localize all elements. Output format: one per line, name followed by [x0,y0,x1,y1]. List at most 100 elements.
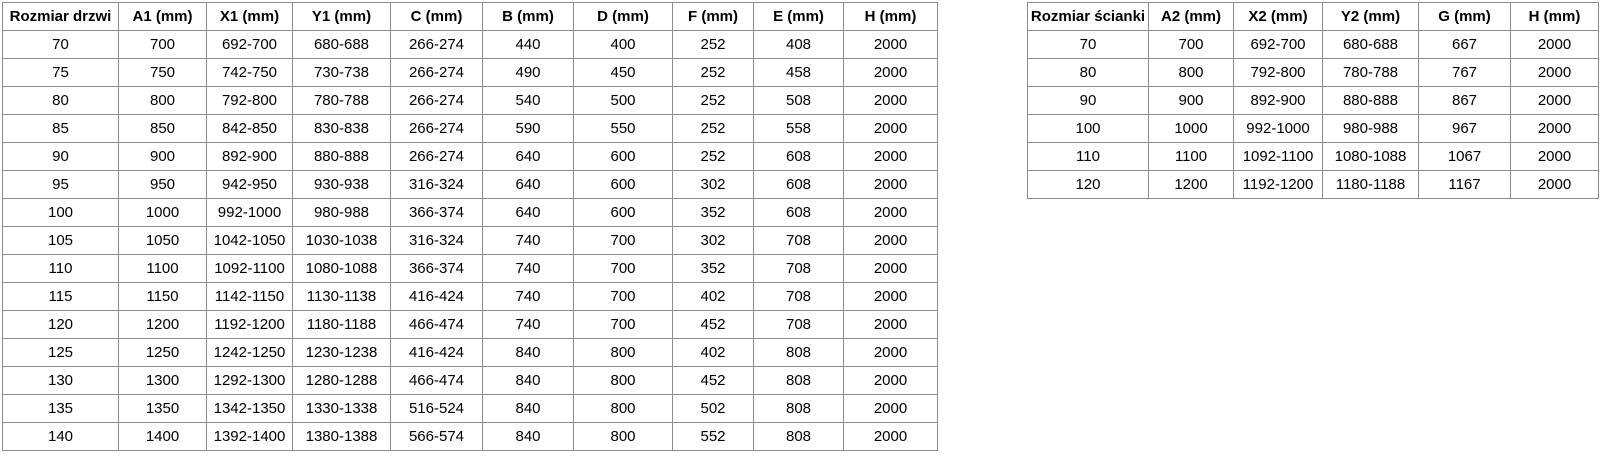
table-cell: 100 [1027,114,1149,143]
table-cell: 2000 [843,142,938,171]
table-cell: 1242-1250 [206,338,293,367]
header-row: Rozmiar ścianki A2 (mm) X2 (mm) Y2 (mm) G (m… [1027,2,1599,31]
table-cell: 552 [672,422,754,451]
table-cell: 900 [1148,86,1234,115]
table-cell: 85 [2,114,119,143]
table-cell: 1350 [118,394,207,423]
table-cell: 740 [482,282,574,311]
table-cell: 608 [753,142,844,171]
table-cell: 70 [2,30,119,59]
table-row: 100 1000 992-1000 980-988 366-374 640 600 352 60… [2,198,938,227]
table-cell: 1080-1088 [1322,142,1419,171]
table-row: 85 850 842-850 830-838 266-274 590 550 252 558 20… [2,114,938,143]
table-cell: 830-838 [292,114,391,143]
door-dimensions-table: Rozmiar drzwi A1 (mm) X1 (mm) Y1 (mm) C (mm)… [2,2,938,451]
table-cell: 1280-1288 [292,366,391,395]
table-cell: 640 [482,198,574,227]
table-cell: 566-574 [390,422,483,451]
column-header: C (mm) [390,2,483,31]
table-row: 90 900 892-900 880-888 867 2000 [1027,86,1599,115]
column-header: Y1 (mm) [292,2,391,31]
table-cell: 708 [753,254,844,283]
table-cell: 2000 [843,422,938,451]
table-cell: 2000 [1510,142,1599,171]
table-cell: 1230-1238 [292,338,391,367]
column-header: E (mm) [753,2,844,31]
table-cell: 792-800 [1233,58,1323,87]
column-header: D (mm) [573,2,673,31]
table-cell: 2000 [1510,86,1599,115]
table-cell: 700 [1148,30,1234,59]
table-cell: 692-700 [206,30,293,59]
table-cell: 942-950 [206,170,293,199]
column-header: F (mm) [672,2,754,31]
table-cell: 452 [672,310,754,339]
table-cell: 1042-1050 [206,226,293,255]
table-cell: 100 [2,198,119,227]
table-cell: 867 [1418,86,1511,115]
table-cell: 2000 [843,282,938,311]
table-cell: 500 [573,86,673,115]
table-cell: 1380-1388 [292,422,391,451]
column-header: A1 (mm) [118,2,207,31]
table-cell: 640 [482,170,574,199]
table-cell: 80 [2,86,119,115]
table-cell: 2000 [843,366,938,395]
table-cell: 840 [482,422,574,451]
table-cell: 266-274 [390,114,483,143]
table-cell: 316-324 [390,226,483,255]
table-cell: 840 [482,366,574,395]
table-cell: 1100 [1148,142,1234,171]
table-cell: 466-474 [390,310,483,339]
table-cell: 2000 [843,226,938,255]
table-cell: 880-888 [1322,86,1419,115]
table-cell: 1142-1150 [206,282,293,311]
table-cell: 252 [672,86,754,115]
table-row: 90 900 892-900 880-888 266-274 640 600 252 608 20… [2,142,938,171]
table-cell: 80 [1027,58,1149,87]
table-cell: 2000 [843,394,938,423]
table-cell: 808 [753,422,844,451]
table-cell: 880-888 [292,142,391,171]
column-header: X2 (mm) [1233,2,1323,31]
table-cell: 2000 [843,58,938,87]
wall-dimensions-table: Rozmiar ścianki A2 (mm) X2 (mm) Y2 (mm) G (m… [1027,2,1599,199]
table-cell: 1092-1100 [206,254,293,283]
table-cell: 808 [753,338,844,367]
table-row: 125 1250 1242-1250 1230-1238 416-424 840 800 40… [2,338,938,367]
table-cell: 302 [672,226,754,255]
table-cell: 1000 [1148,114,1234,143]
table-cell: 408 [753,30,844,59]
table-cell: 1200 [118,310,207,339]
table-cell: 110 [1027,142,1149,171]
table-cell: 1092-1100 [1233,142,1323,171]
table-cell: 708 [753,282,844,311]
table-cell: 600 [573,142,673,171]
table-cell: 402 [672,282,754,311]
column-header: Y2 (mm) [1322,2,1419,31]
column-header: X1 (mm) [206,2,293,31]
table-cell: 2000 [843,86,938,115]
table-cell: 110 [2,254,119,283]
table-cell: 508 [753,86,844,115]
table-cell: 95 [2,170,119,199]
table-row: 110 1100 1092-1100 1080-1088 366-374 740 700 35… [2,254,938,283]
table-cell: 1080-1088 [292,254,391,283]
table-cell: 608 [753,198,844,227]
table-cell: 767 [1418,58,1511,87]
table-cell: 366-374 [390,198,483,227]
table-cell: 266-274 [390,142,483,171]
table-cell: 140 [2,422,119,451]
table-cell: 1200 [1148,170,1234,199]
table-cell: 400 [573,30,673,59]
table-cell: 490 [482,58,574,87]
table-cell: 1292-1300 [206,366,293,395]
table-row: 135 1350 1342-1350 1330-1338 516-524 840 800 50… [2,394,938,423]
table-cell: 120 [1027,170,1149,199]
table-cell: 692-700 [1233,30,1323,59]
table-cell: 1000 [118,198,207,227]
column-header: Rozmiar drzwi [2,2,119,31]
table-cell: 252 [672,58,754,87]
table-cell: 740 [482,254,574,283]
table-cell: 600 [573,198,673,227]
